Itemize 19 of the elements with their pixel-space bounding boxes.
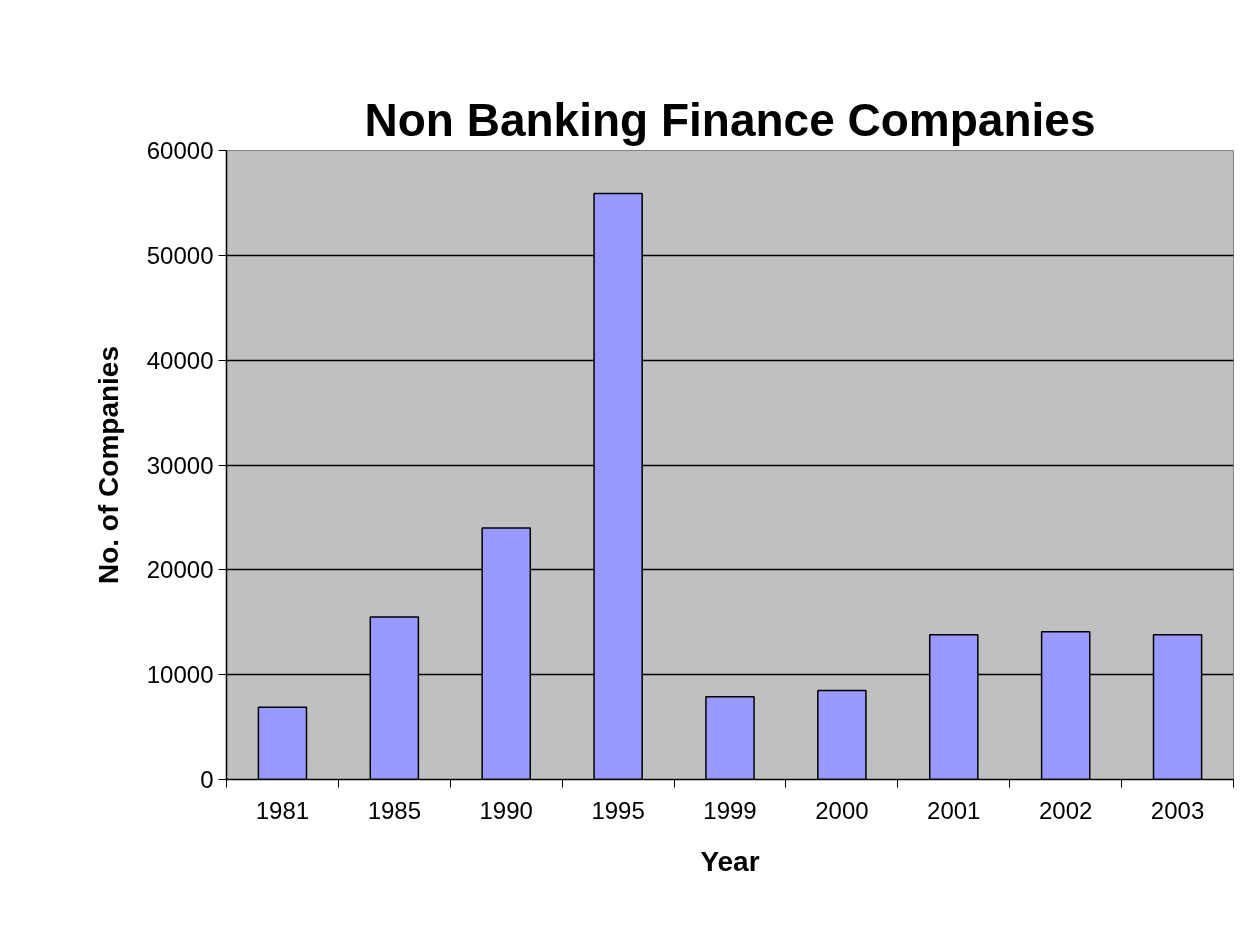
y-tick-label: 20000 [146, 556, 214, 584]
x-tick-label: 1990 [479, 796, 533, 824]
x-tick-label: 1995 [591, 796, 645, 824]
y-tick-label: 30000 [146, 451, 214, 479]
chart-title: Non Banking Finance Companies [364, 93, 1096, 146]
x-tick-label: 1981 [255, 796, 310, 824]
x-tick-label: 1985 [367, 796, 422, 824]
x-tick-label: 2001 [927, 796, 981, 824]
x-tick-label: 2002 [1038, 796, 1093, 824]
x-axis-title: Year [700, 845, 760, 877]
y-tick-label: 40000 [146, 346, 214, 374]
y-axis-title: No. of Companies [92, 345, 124, 585]
y-tick-label: 10000 [146, 661, 214, 689]
x-tick-label: 2000 [815, 796, 869, 824]
y-tick-label: 0 [200, 766, 214, 793]
y-tick-label: 60000 [146, 137, 214, 164]
x-tick-label: 1999 [703, 796, 757, 824]
y-tick-label: 50000 [146, 241, 214, 269]
x-tick-label: 2003 [1150, 796, 1205, 824]
